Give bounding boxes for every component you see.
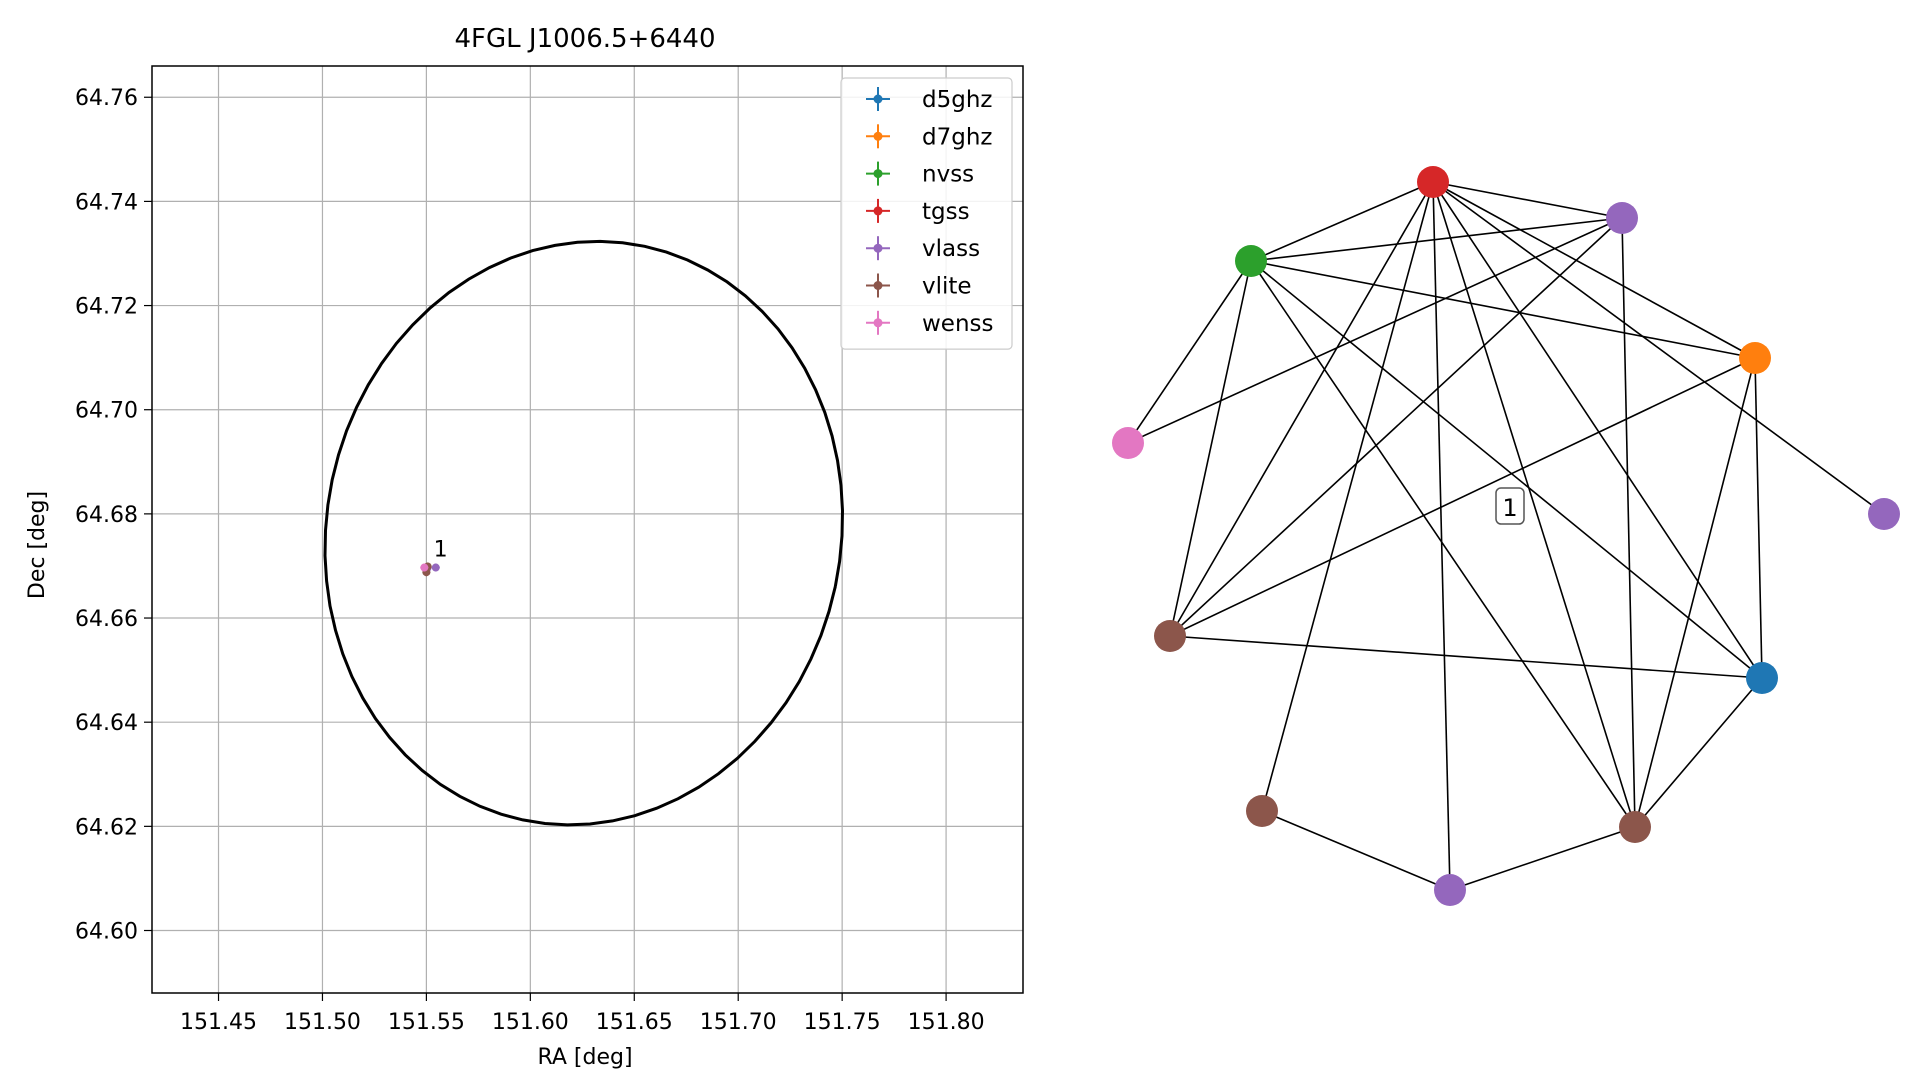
network-nodes bbox=[1112, 166, 1900, 906]
y-tick-label: 64.72 bbox=[75, 295, 138, 320]
x-tick-label: 151.60 bbox=[492, 1010, 569, 1035]
source-points bbox=[420, 562, 440, 577]
network-edge bbox=[1432, 181, 1885, 515]
y-tick-label: 64.60 bbox=[75, 920, 138, 945]
y-tick-label: 64.64 bbox=[75, 711, 138, 736]
error-ellipse bbox=[323, 239, 845, 827]
legend-box bbox=[840, 77, 1013, 350]
network-edge bbox=[1250, 260, 1636, 828]
network-edge bbox=[1621, 217, 1636, 828]
y-tick-label: 64.68 bbox=[75, 503, 138, 528]
annotations: 1 bbox=[434, 538, 448, 563]
network-node-wenss_1 bbox=[1112, 427, 1144, 459]
network-edge bbox=[1169, 635, 1763, 679]
legend-label-vlass: vlass bbox=[922, 236, 980, 262]
network-node-vlite_left bbox=[1154, 620, 1186, 652]
point-vlass bbox=[431, 563, 440, 572]
legend-marker-d7ghz bbox=[873, 131, 883, 141]
x-tick-label: 151.55 bbox=[388, 1010, 465, 1035]
network-edge bbox=[1432, 181, 1623, 219]
network-edge bbox=[1250, 260, 1756, 359]
network-node-vlass_top bbox=[1606, 202, 1638, 234]
legend-label-d7ghz: d7ghz bbox=[922, 124, 992, 150]
y-axis-ticks: 64.60 64.62 64.64 64.66 64.68 64.70 64.72 64.74… bbox=[75, 86, 152, 945]
legend-label-tgss: tgss bbox=[922, 199, 970, 225]
network-node-vlite_bottomleft bbox=[1246, 795, 1278, 827]
legend-marker-wenss bbox=[873, 318, 883, 328]
legend: d5ghz d7ghz nvss tgss vlass vlite wenss bbox=[840, 77, 1013, 350]
y-tick-label: 64.70 bbox=[75, 399, 138, 424]
x-tick-label: 151.70 bbox=[700, 1010, 777, 1035]
point-wenss bbox=[420, 563, 429, 572]
point-annotation: 1 bbox=[434, 538, 448, 563]
network-edge bbox=[1169, 217, 1623, 637]
network-edge bbox=[1634, 357, 1756, 828]
network-edge bbox=[1169, 357, 1756, 637]
sky-position-plot: 151.45 151.50 151.55 151.60 151.65 151.70 151.… bbox=[25, 24, 1024, 1070]
error-ellipse-layer bbox=[323, 239, 845, 827]
network-edge bbox=[1634, 677, 1763, 828]
network-edges bbox=[1127, 181, 1885, 891]
network-edge bbox=[1250, 181, 1434, 262]
x-tick-label: 151.45 bbox=[180, 1010, 257, 1035]
x-tick-label: 151.80 bbox=[908, 1010, 985, 1035]
network-edge bbox=[1261, 181, 1434, 812]
network-edge bbox=[1432, 181, 1756, 359]
center-label-box bbox=[1495, 487, 1525, 525]
y-tick-label: 64.66 bbox=[75, 607, 138, 632]
legend-label-d5ghz: d5ghz bbox=[922, 87, 992, 113]
network-edge bbox=[1169, 260, 1252, 637]
x-axis-ticks: 151.45 151.50 151.55 151.60 151.65 151.70 151.… bbox=[180, 993, 985, 1035]
network-node-nvss_1 bbox=[1235, 245, 1267, 277]
network-edge bbox=[1432, 181, 1451, 891]
network-edge bbox=[1127, 217, 1623, 444]
network-edge bbox=[1250, 260, 1763, 679]
network-node-d7ghz_1 bbox=[1739, 342, 1771, 374]
y-tick-label: 64.74 bbox=[75, 190, 138, 215]
legend-marker-vlite bbox=[873, 281, 883, 290]
network-edge bbox=[1261, 810, 1451, 891]
x-tick-label: 151.50 bbox=[284, 1010, 361, 1035]
x-axis-label: RA [deg] bbox=[537, 1045, 632, 1070]
network-edge bbox=[1754, 357, 1763, 679]
association-network: 1 bbox=[1112, 166, 1900, 906]
network-edge bbox=[1432, 181, 1763, 679]
network-edge bbox=[1169, 181, 1434, 637]
legend-label-nvss: nvss bbox=[922, 162, 974, 188]
legend-label-wenss: wenss bbox=[922, 311, 994, 337]
legend-label-vlite: vlite bbox=[922, 274, 972, 300]
legend-marker-d5ghz bbox=[873, 94, 883, 104]
y-tick-label: 64.62 bbox=[75, 815, 138, 840]
center-label-text: 1 bbox=[1502, 494, 1517, 522]
network-edge bbox=[1127, 260, 1252, 444]
y-axis-label: Dec [deg] bbox=[25, 491, 50, 599]
network-node-d5ghz_1 bbox=[1746, 662, 1778, 694]
network-node-tgss_1 bbox=[1417, 166, 1449, 198]
network-node-vlass_right bbox=[1868, 498, 1900, 530]
y-tick-label: 64.76 bbox=[75, 86, 138, 111]
legend-marker-tgss bbox=[873, 206, 883, 216]
axes-frame bbox=[151, 65, 1024, 994]
chart-title: 4FGL J1006.5+6440 bbox=[455, 24, 716, 54]
network-edge bbox=[1250, 217, 1623, 262]
network-node-vlass_bottom bbox=[1434, 874, 1466, 906]
legend-marker-nvss bbox=[873, 169, 883, 179]
network-edge bbox=[1449, 826, 1636, 891]
network-node-vlite_bottomright bbox=[1619, 811, 1651, 843]
x-tick-label: 151.65 bbox=[596, 1010, 673, 1035]
x-tick-label: 151.75 bbox=[804, 1010, 881, 1035]
network-center-label: 1 bbox=[1495, 487, 1525, 525]
legend-marker-vlass bbox=[873, 243, 883, 253]
